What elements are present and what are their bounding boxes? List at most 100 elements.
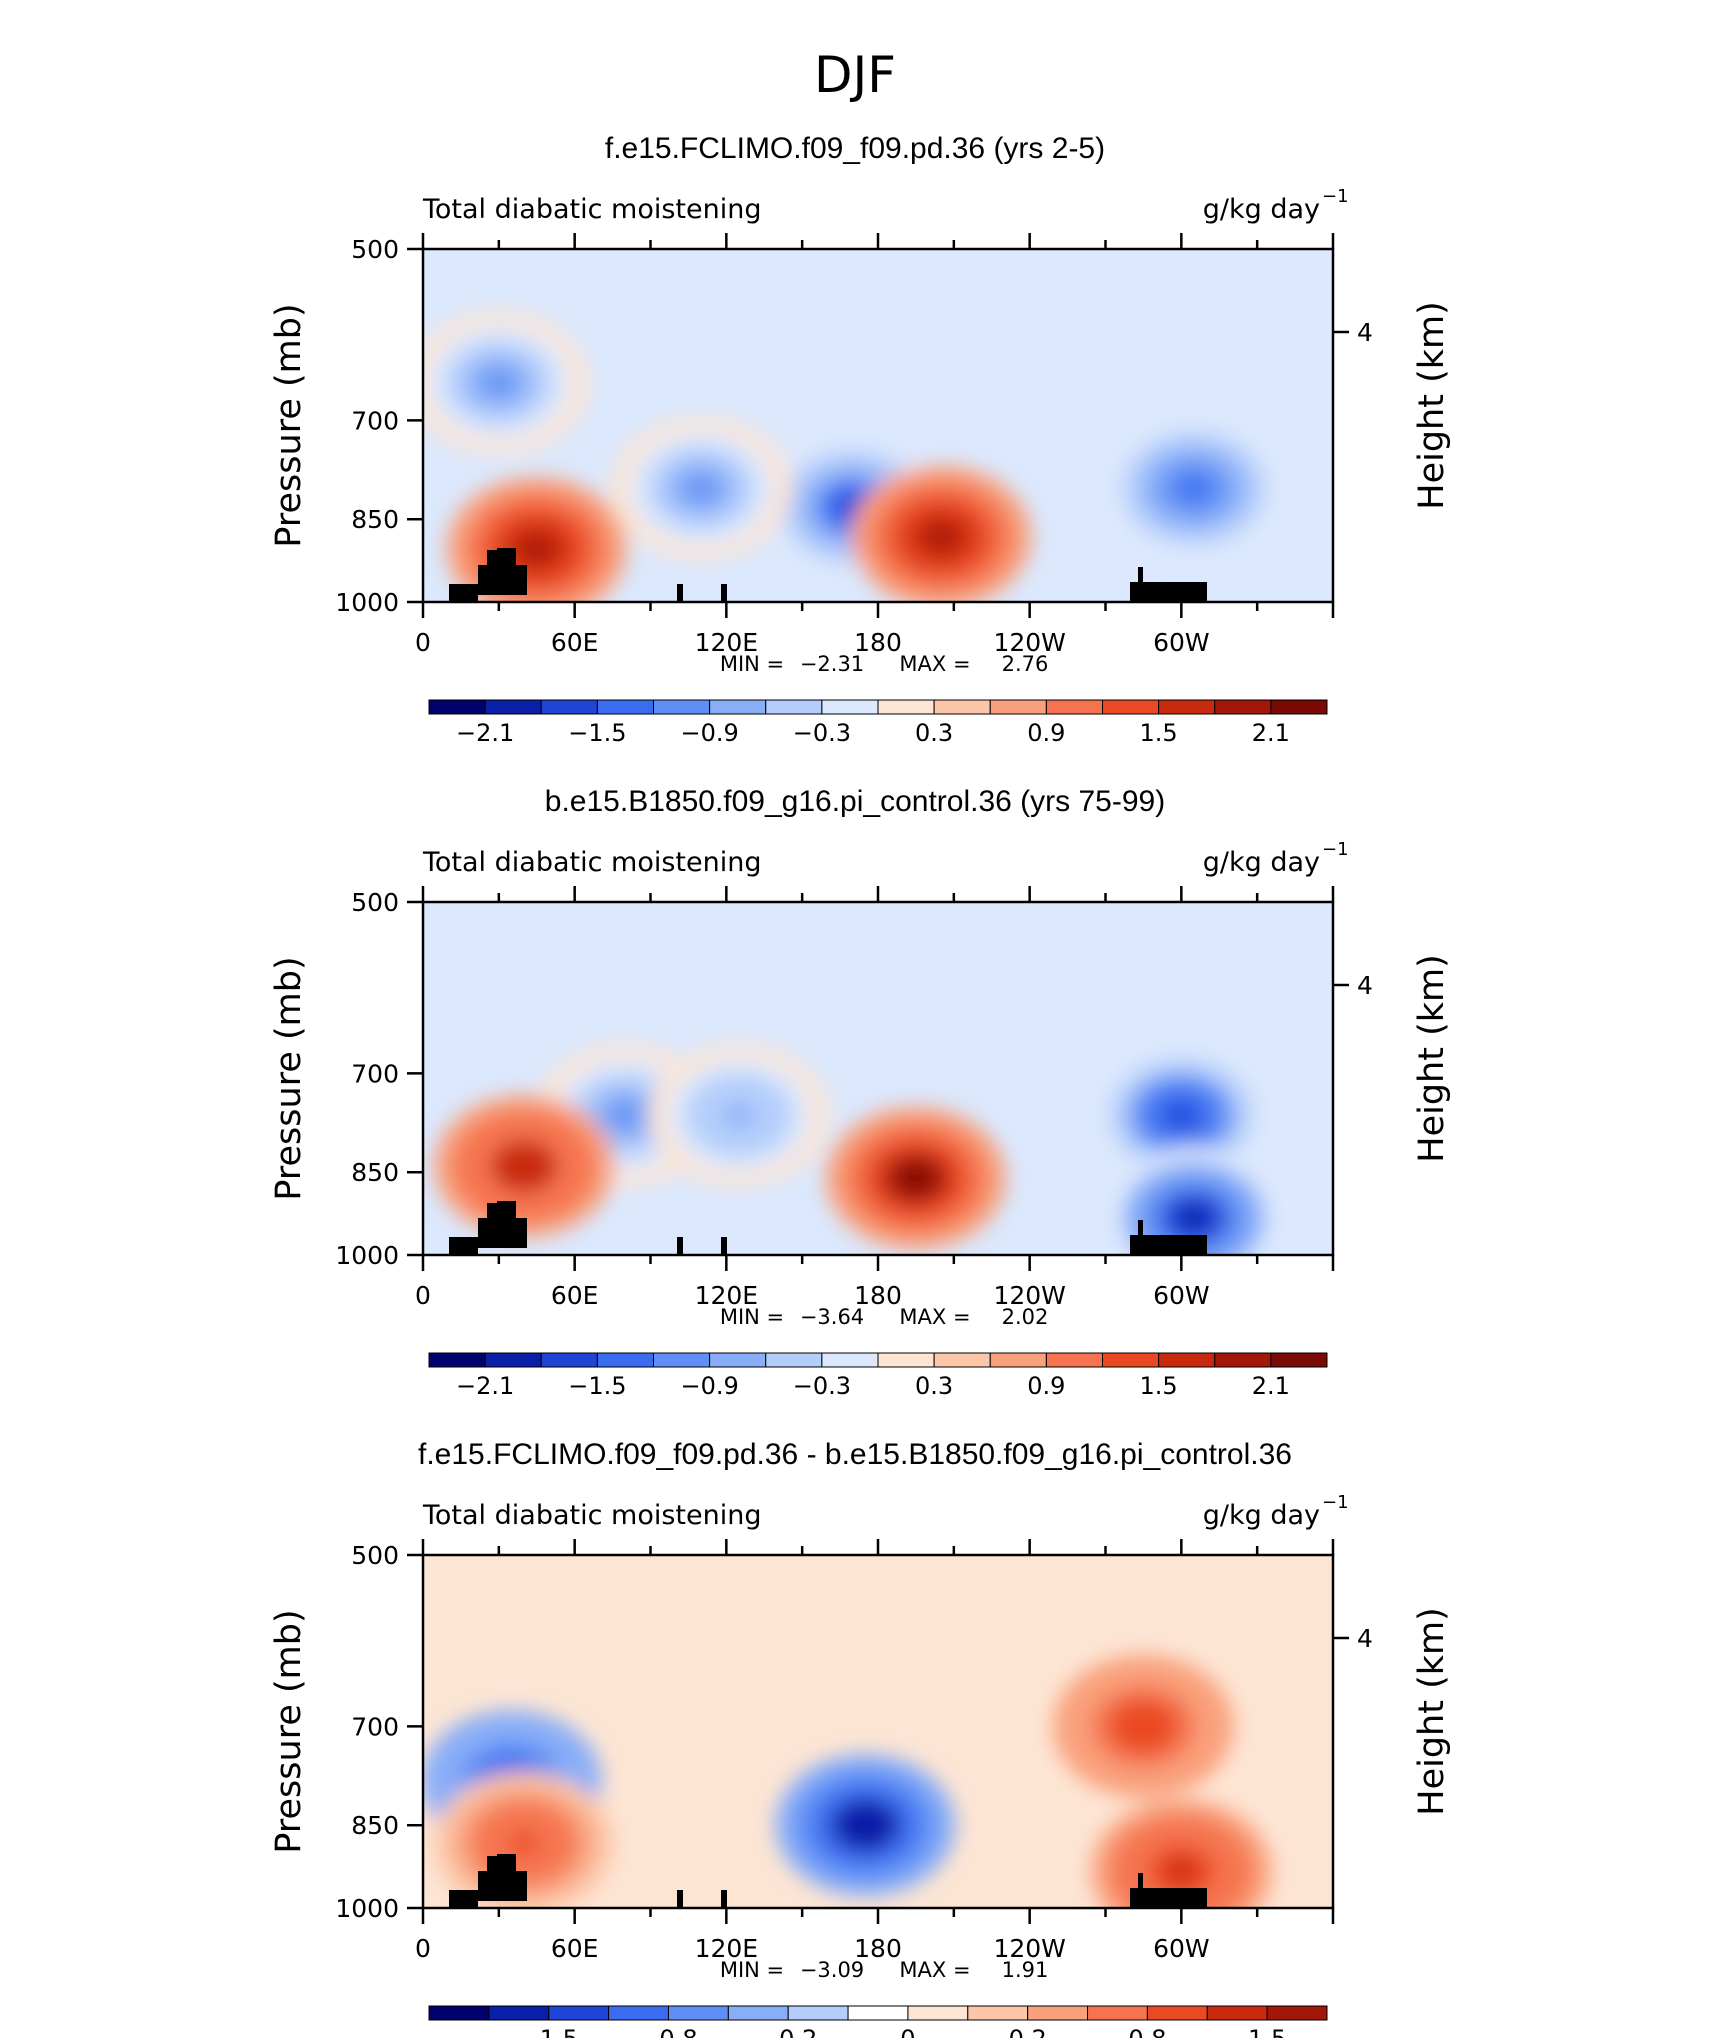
feature-3-level-5 [1167, 1859, 1196, 1883]
colorbar-box [608, 2005, 669, 2021]
contour-field [423, 1555, 1333, 1908]
topography-block [513, 565, 527, 595]
topography-block [497, 1201, 516, 1248]
y-tick-label: 1000 [335, 1241, 399, 1270]
feature-2-level-5 [610, 1103, 640, 1127]
colorbar-label: −2.1 [456, 1372, 514, 1400]
colorbar-box [484, 1352, 542, 1368]
x-tick-label: 180 [854, 1934, 902, 1963]
panel-2: b.e15.B1850.f09_g16.pi_control.36 (yrs 7… [269, 785, 1452, 1400]
y-axis-label: Pressure (mb) [269, 303, 309, 547]
left-string: Total diabatic moistening [422, 194, 761, 225]
panel-3: f.e15.FCLIMO.f09_f09.pd.36 - b.e15.B1850… [269, 1438, 1452, 2038]
colorbar-box [1045, 1352, 1103, 1368]
x-tick-label: 60W [1153, 1934, 1210, 1963]
colorbar-box [1214, 1352, 1272, 1368]
colorbar-box [484, 699, 542, 715]
topography-mask [449, 1201, 1207, 1255]
y-axis-label: Pressure (mb) [269, 1609, 309, 1853]
y-tick-label: 850 [351, 505, 399, 534]
colorbar-box [989, 1352, 1047, 1368]
y-tick-label: 500 [351, 1541, 399, 1570]
colorbar-box [428, 1352, 486, 1368]
topography-block [449, 584, 478, 602]
y-tick-label: 500 [351, 235, 399, 264]
colorbar-label: 0.9 [1027, 1372, 1065, 1400]
y-right-tick-label: 4 [1357, 971, 1373, 1000]
y-tick-label: 700 [351, 406, 399, 435]
colorbar-box [877, 699, 935, 715]
x-tick-label: 60E [551, 1934, 599, 1963]
colorbar-label: −0.9 [680, 719, 738, 747]
panel-1: f.e15.FCLIMO.f09_f09.pd.36 (yrs 2-5) Tota… [269, 132, 1452, 747]
colorbar-box [596, 1352, 654, 1368]
colorbar-box [907, 2005, 969, 2021]
max-value: 2.02 [1002, 1305, 1049, 1329]
colorbar-label: −1.5 [568, 1372, 626, 1400]
colorbar-box [847, 2005, 909, 2021]
colorbar-box [1158, 699, 1216, 715]
y-tick-label: 1000 [335, 588, 399, 617]
colorbar-box [933, 699, 991, 715]
x-tick-label: 60W [1153, 1281, 1210, 1310]
units-label: g/kg day [1203, 847, 1320, 878]
colorbar-label: 1.5 [1248, 2025, 1286, 2038]
max-label: MAX = [899, 652, 970, 676]
colorbar-box [548, 2005, 610, 2021]
colorbar-box [428, 699, 486, 715]
colorbar-label: −1.5 [568, 719, 626, 747]
colorbar-box [540, 699, 598, 715]
feature-6-level-5 [509, 1154, 539, 1178]
x-tick-label: 120W [993, 1934, 1065, 1963]
min-value: −3.64 [800, 1305, 864, 1329]
topography-block [513, 1871, 527, 1901]
feature-2-level-5 [1129, 1715, 1158, 1738]
units-exponent: −1 [1322, 186, 1349, 207]
topography-block [677, 1237, 683, 1255]
colorbar-box [1027, 2005, 1089, 2021]
max-value: 1.91 [1002, 1958, 1049, 1982]
colorbar-box [933, 1352, 991, 1368]
colorbar-box [821, 699, 879, 715]
colorbar-box [1146, 2005, 1208, 2021]
colorbar-box [1214, 699, 1272, 715]
colorbar-box [1270, 699, 1328, 715]
colorbar-box [877, 1352, 935, 1368]
y-right-axis-label: Height (km) [1412, 954, 1452, 1163]
colorbar-label: 2.1 [1252, 1372, 1290, 1400]
feature-5-level-5 [509, 1831, 539, 1855]
x-tick-label: 60E [551, 1281, 599, 1310]
topography-block [1138, 1220, 1143, 1238]
y-tick-label: 850 [351, 1811, 399, 1840]
feature-6-level-5 [484, 371, 514, 394]
max-value: 2.76 [1002, 652, 1049, 676]
x-tick-label: 0 [415, 628, 431, 657]
colorbar-box [1087, 2005, 1148, 2021]
topography-block [1130, 1888, 1207, 1908]
topography-block [721, 584, 727, 602]
colorbar-label: 1.5 [1140, 1372, 1178, 1400]
x-tick-label: 120W [993, 1281, 1065, 1310]
contour-field [423, 249, 1333, 602]
min-label: MIN = [720, 1958, 784, 1982]
left-string: Total diabatic moistening [422, 847, 761, 878]
y-tick-label: 500 [351, 888, 399, 917]
y-right-axis-label: Height (km) [1412, 301, 1452, 510]
feature-4-level-5 [522, 537, 551, 560]
panel-title: f.e15.FCLIMO.f09_f09.pd.36 - b.e15.B1850… [418, 1438, 1292, 1471]
x-tick-label: 120W [993, 628, 1065, 657]
panel-title: b.e15.B1850.f09_g16.pi_control.36 (yrs 7… [545, 785, 1165, 818]
topography-block [497, 548, 516, 595]
colorbar-label: 0.9 [1027, 719, 1065, 747]
colorbar-box [488, 2005, 550, 2021]
topography-block [497, 1854, 516, 1901]
colorbar: −2.1 −1.5 −0.9 −0.3 0.3 0.9 1.5 2.1 [428, 699, 1328, 747]
colorbar: −2.1 −1.5 −0.9 −0.3 0.3 0.9 1.5 2.1 [428, 1352, 1328, 1400]
topography-block [1138, 567, 1143, 585]
colorbar-label: 0.3 [915, 1372, 953, 1400]
min-label: MIN = [720, 1305, 784, 1329]
y-right-tick-label: 4 [1357, 1624, 1373, 1653]
min-value: −3.09 [800, 1958, 864, 1982]
colorbar-box [596, 699, 654, 715]
